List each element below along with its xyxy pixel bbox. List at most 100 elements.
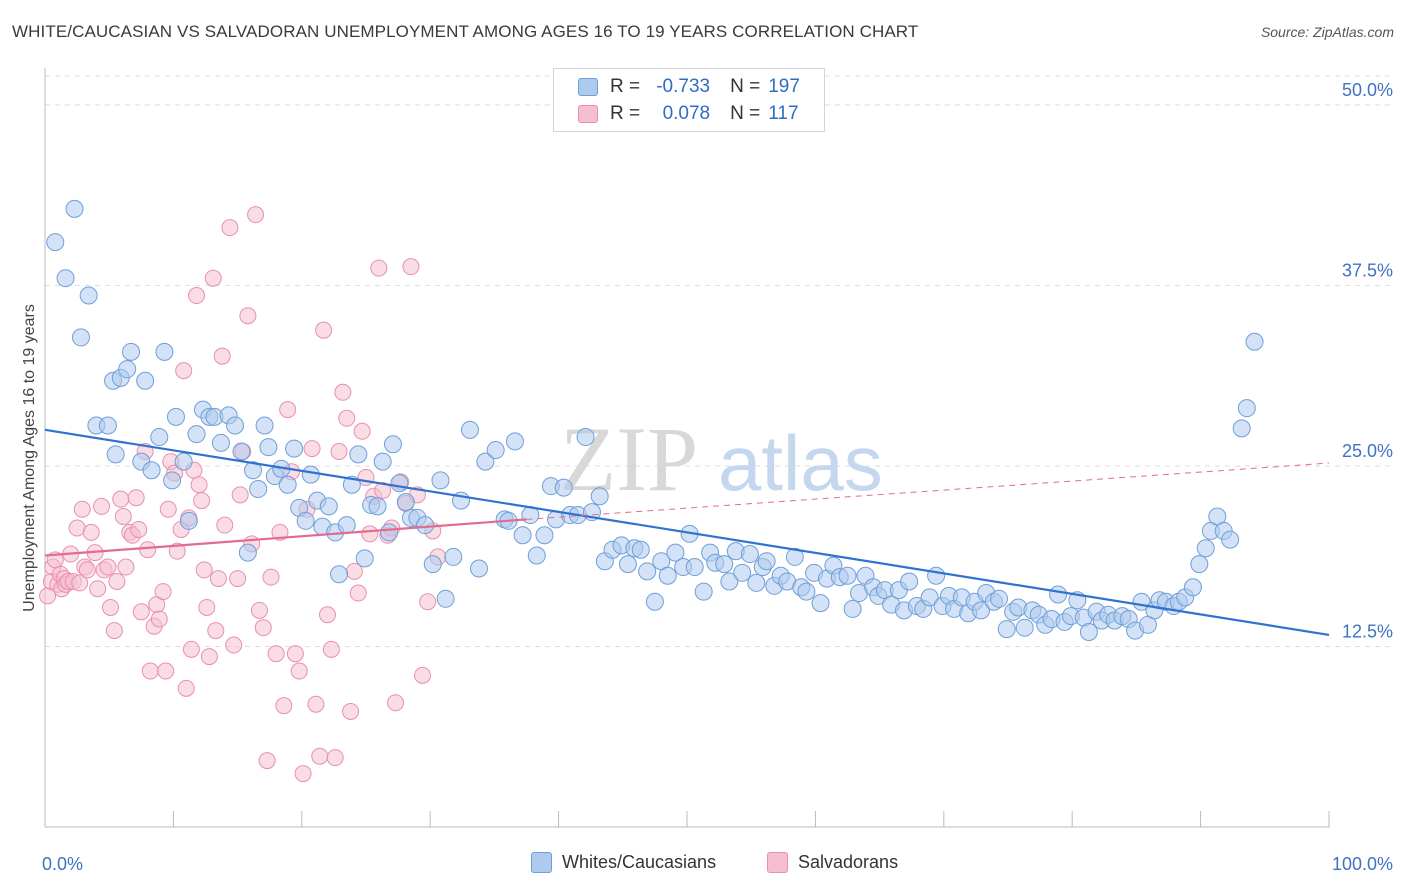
white-point (505, 432, 524, 451)
salvadoran-point (132, 603, 150, 621)
legend-n-label: N = (730, 76, 761, 97)
white-point (373, 452, 392, 471)
white-point (98, 416, 117, 435)
tick-labels: 12.5% 25.0% 37.5% 50.0% 0.0% 100.0% (42, 80, 1393, 874)
salvadoran-point (209, 570, 227, 588)
white-point (740, 545, 759, 564)
salvadoran-point (159, 500, 177, 518)
salvadoran-point (78, 561, 96, 579)
white-point (694, 582, 713, 601)
bottom-legend-swatch-pink (767, 852, 788, 873)
bottom-legend-salvadorans[interactable]: Salvadorans (767, 852, 898, 873)
white-point (330, 565, 349, 584)
white-point (431, 471, 450, 490)
white-point (1015, 618, 1034, 637)
salvadoran-point (108, 572, 126, 590)
white-point (416, 516, 435, 535)
legend-n-value: 197 (768, 76, 800, 97)
bottom-legend-label: Salvadorans (798, 852, 899, 872)
salvadoran-point (114, 507, 132, 525)
salvadoran-point (193, 492, 211, 510)
white-point (576, 428, 595, 447)
salvadoran-point (127, 489, 145, 507)
white-point (990, 589, 1009, 608)
salvadoran-point (204, 269, 222, 287)
white-point (535, 526, 554, 545)
white-point (423, 555, 442, 574)
white-point (590, 487, 609, 506)
white-point (715, 555, 734, 574)
salvadoran-point (361, 525, 379, 543)
salvadoran-point (311, 747, 329, 765)
white-point (1079, 623, 1098, 642)
white-point (666, 543, 685, 562)
white-point (301, 465, 320, 484)
white-point (380, 523, 399, 542)
legend-swatch-blue (578, 78, 598, 96)
salvadoran-point (157, 662, 175, 680)
white-point (1190, 555, 1209, 574)
salvadoran-point (213, 347, 231, 365)
bottom-legend-whites[interactable]: Whites/Caucasians (531, 852, 716, 873)
salvadoran-point (139, 541, 157, 559)
white-point (685, 558, 704, 577)
white-point (658, 566, 677, 585)
trend-lines (44, 428, 1330, 637)
white-point (255, 416, 274, 435)
salvadoran-point (68, 519, 86, 537)
salvadoran-point (99, 558, 117, 576)
white-point (368, 497, 387, 516)
salvadoran-point (188, 287, 206, 305)
white-point (142, 461, 161, 480)
white-point (179, 511, 198, 530)
white-point (259, 438, 278, 457)
salvadoran-point (231, 486, 249, 504)
salvadoran-point (307, 695, 325, 713)
white-point (71, 328, 90, 347)
legend-row-whites: R = -0.733 N = 197 (578, 74, 800, 100)
salvadoran-point (322, 640, 340, 658)
white-point (296, 511, 315, 530)
bottom-legend-swatch-blue (531, 852, 552, 873)
x-tick-label: 0.0% (42, 854, 83, 874)
salvadoran-point (338, 409, 356, 427)
salvadoran-point (334, 383, 352, 401)
white-point (1221, 530, 1240, 549)
salvadoran-point (229, 570, 247, 588)
white-point (163, 471, 182, 490)
salvadoran-point (105, 622, 123, 640)
salvadoran-point (198, 598, 216, 616)
white-point (285, 439, 304, 458)
legend-r-value: 0.078 (662, 103, 711, 124)
y-tick-label: 50.0% (1342, 80, 1393, 100)
white-point (349, 445, 368, 464)
chart-title: WHITE/CAUCASIAN VS SALVADORAN UNEMPLOYME… (12, 22, 919, 41)
salvadoran-point (150, 610, 168, 628)
white-point (1237, 399, 1256, 418)
white-point (513, 526, 532, 545)
salvadoran-point (82, 523, 100, 541)
axes (44, 68, 1330, 828)
white-point (244, 461, 263, 480)
white-point (476, 452, 495, 471)
white-point (1245, 332, 1264, 351)
watermark-atlas: atlas (718, 419, 883, 507)
salvadoran-point (182, 640, 200, 658)
salvadoran-point (370, 259, 388, 277)
white-point (747, 573, 766, 592)
salvadoran-point (221, 219, 239, 237)
white-point (150, 428, 169, 447)
white-point (1183, 578, 1202, 597)
salvadoran-point (353, 422, 371, 440)
salvadorans-points (39, 206, 447, 783)
white-point (631, 540, 650, 559)
white-point (187, 425, 206, 444)
white-point (527, 546, 546, 565)
white-point (79, 286, 98, 305)
salvadoran-point (294, 765, 312, 783)
white-point (118, 360, 137, 379)
salvadoran-point (286, 645, 304, 663)
salvadoran-point (330, 443, 348, 460)
white-point (733, 563, 752, 582)
y-axis-label: Unemployment Among Ages 16 to 19 years (21, 304, 38, 612)
